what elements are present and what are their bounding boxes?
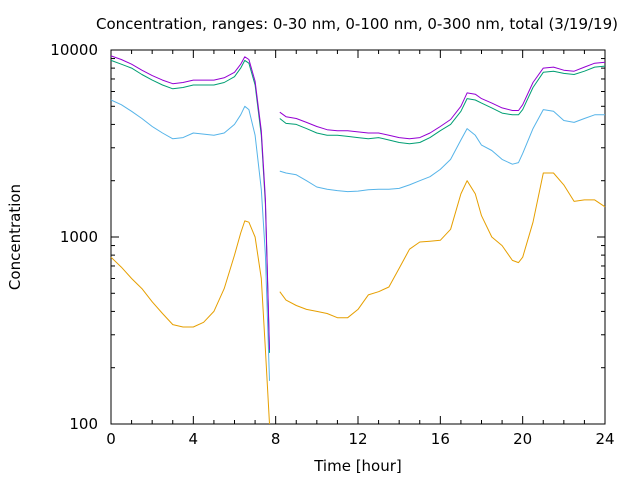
- series-line-3: [110, 59, 606, 353]
- series-layer: [110, 55, 606, 425]
- y-axis-ticks: 100 1000 10000: [50, 41, 605, 433]
- x-axis-label: Time [hour]: [313, 457, 402, 475]
- x-tick-label: 12: [348, 430, 367, 448]
- x-tick-label: 0: [106, 430, 116, 448]
- y-tick-label: 10000: [50, 41, 98, 59]
- series-line-4: [110, 55, 606, 350]
- x-tick-label: 16: [431, 430, 450, 448]
- x-axis-ticks: 0 4 8 12 16 20 24: [106, 50, 615, 448]
- y-axis-label: Concentration: [6, 184, 24, 290]
- y-tick-label: 1000: [60, 228, 98, 246]
- x-tick-label: 24: [595, 430, 614, 448]
- series-line-2: [110, 99, 605, 381]
- plot-frame: [110, 49, 606, 425]
- series-line-1: [110, 172, 606, 425]
- x-tick-label: 4: [189, 430, 199, 448]
- chart-title: Concentration, ranges: 0-30 nm, 0-100 nm…: [96, 15, 618, 33]
- x-tick-label: 8: [271, 430, 281, 448]
- x-tick-label: 20: [513, 430, 532, 448]
- y-tick-label: 100: [69, 415, 98, 433]
